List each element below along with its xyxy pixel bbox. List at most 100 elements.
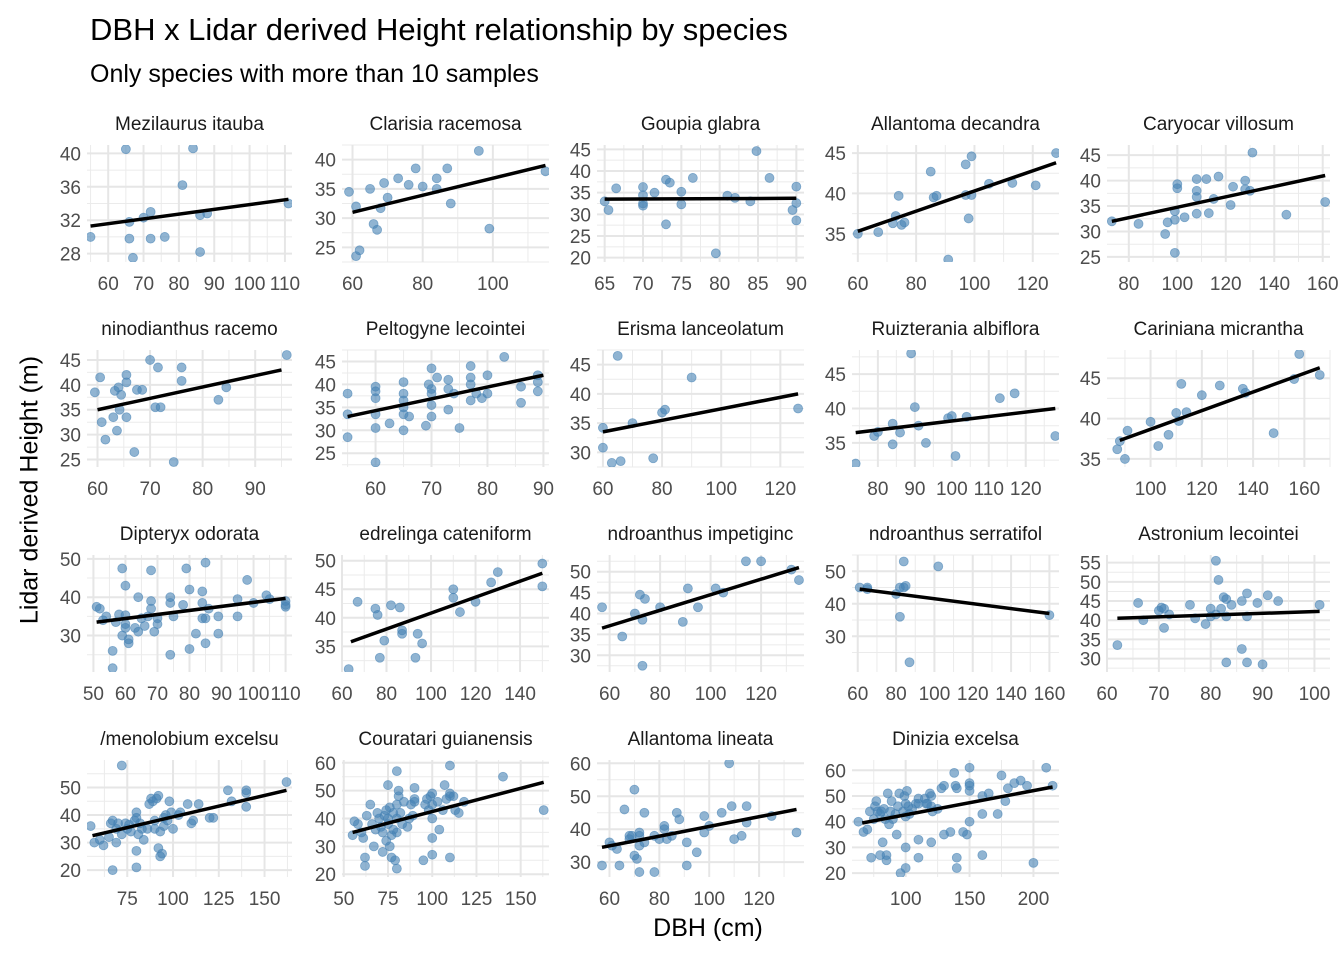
data-point — [393, 785, 404, 796]
data-point — [197, 586, 208, 597]
x-tick-label: 100 — [705, 479, 737, 500]
data-point — [676, 186, 687, 197]
data-point — [390, 855, 400, 866]
data-point — [386, 600, 396, 611]
x-tick-label: 85 — [747, 274, 768, 295]
data-point — [537, 558, 548, 569]
data-point — [691, 847, 702, 858]
data-point — [94, 603, 105, 614]
data-point — [168, 457, 179, 467]
data-point — [862, 824, 873, 835]
data-point — [417, 638, 428, 649]
data-point — [1191, 208, 1202, 219]
x-tick-label: 60 — [599, 684, 620, 705]
points-layer — [344, 145, 549, 262]
data-point — [540, 166, 549, 177]
y-tick-label: 50 — [1080, 573, 1101, 594]
data-point — [964, 785, 975, 796]
y-tick-label: 45 — [315, 580, 336, 601]
data-point — [409, 782, 420, 793]
data-point — [1160, 229, 1171, 239]
y-tick-label: 45 — [570, 584, 591, 605]
x-tick-label: 140 — [1258, 274, 1290, 295]
data-point — [638, 182, 648, 192]
y-tick-label: 35 — [570, 414, 591, 435]
regression-line — [601, 807, 797, 850]
x-tick-label: 120 — [1017, 274, 1049, 295]
y-tick-label: 60 — [570, 754, 591, 775]
y-tick-label: 40 — [1080, 611, 1101, 632]
facet-panel: 80 100 120 140 160 25 30 35 40 45 Caryocar villosu… — [1080, 114, 1339, 295]
data-point — [909, 402, 920, 413]
data-point — [410, 163, 421, 174]
y-tick-label: 50 — [60, 779, 81, 800]
x-tick-label: 80 — [1118, 274, 1139, 295]
data-point — [426, 411, 437, 422]
facet-panel: 60 80 100 120 30 40 50 60 Allantoma lineata — [570, 729, 804, 910]
data-point — [191, 628, 201, 639]
x-tick-label: 100 — [234, 274, 266, 295]
y-tick-label: 25 — [315, 238, 336, 259]
x-tick-label: 80 — [709, 274, 730, 295]
data-point — [120, 580, 131, 591]
regression-line — [1117, 609, 1320, 621]
data-point — [904, 657, 915, 668]
y-tick-label: 35 — [315, 637, 336, 658]
y-tick-label: 50 — [825, 787, 846, 808]
x-tick-label: 80 — [179, 684, 200, 705]
x-tick-label: 140 — [995, 684, 1027, 705]
points-layer — [1107, 147, 1330, 258]
data-point — [964, 816, 975, 827]
data-point — [699, 811, 710, 821]
y-tick-label: 50 — [315, 782, 336, 803]
data-point — [1236, 596, 1247, 606]
y-tick-label: 30 — [1080, 650, 1101, 671]
facet-title: ndroanthus serratifol — [869, 524, 1042, 545]
data-point — [612, 350, 623, 361]
data-point — [977, 850, 988, 861]
data-point — [157, 848, 167, 859]
chart-subtitle: Only species with more than 10 samples — [90, 60, 539, 88]
data-point — [397, 628, 407, 639]
facet-title: Cariniana micrantha — [1133, 319, 1303, 340]
data-point — [726, 801, 737, 812]
data-point — [598, 442, 608, 453]
points-layer — [852, 148, 1059, 262]
y-tick-label: 30 — [60, 627, 81, 648]
x-tick-label: 90 — [204, 274, 225, 295]
data-point — [791, 215, 802, 226]
data-point — [1257, 659, 1268, 670]
data-point — [866, 852, 877, 863]
regression-line — [96, 596, 286, 624]
data-point — [377, 827, 388, 838]
data-point — [153, 790, 164, 801]
data-point — [241, 785, 252, 796]
x-tick-label: 140 — [1237, 479, 1269, 500]
data-point — [393, 173, 404, 184]
data-point — [465, 379, 476, 390]
x-tick-label: 120 — [743, 889, 775, 910]
data-point — [443, 374, 454, 385]
data-point — [453, 808, 464, 818]
data-point — [398, 377, 409, 388]
data-point — [1030, 180, 1041, 191]
x-tick-label: 90 — [904, 479, 925, 500]
regression-line — [1111, 173, 1326, 224]
data-point — [87, 821, 96, 831]
data-point — [358, 833, 369, 843]
facet-panel: 75 100 125 150 20 30 40 50/menolobium excelsu — [60, 729, 292, 910]
data-point — [445, 852, 455, 863]
facet-panel: 60 70 80 90 100 110 28 32 36 40 Mezilaurus itauba — [60, 114, 300, 295]
y-tick-label: 35 — [825, 434, 846, 455]
data-point — [1191, 191, 1202, 202]
data-point — [873, 227, 884, 238]
x-tick-label: 80 — [192, 479, 213, 500]
x-tick-label: 100 — [959, 274, 991, 295]
data-point — [1240, 175, 1251, 186]
data-point — [426, 400, 437, 410]
x-tick-label: 100 — [238, 684, 270, 705]
y-tick-label: 30 — [315, 209, 336, 230]
data-point — [410, 652, 421, 663]
data-point — [1022, 780, 1032, 791]
data-point — [133, 592, 144, 603]
